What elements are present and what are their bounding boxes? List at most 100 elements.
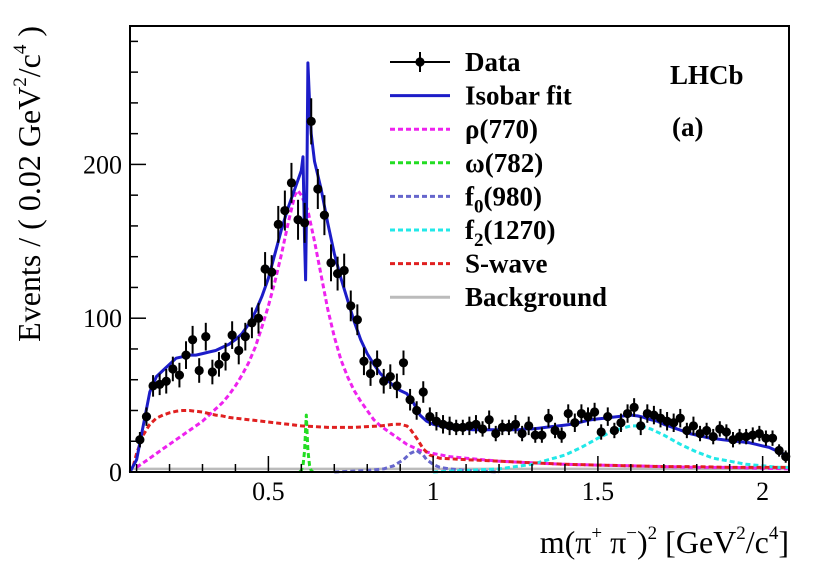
legend-data-marker — [415, 57, 425, 67]
data-point — [425, 412, 435, 422]
data-point — [734, 432, 745, 442]
data-point — [675, 413, 685, 423]
data-point — [181, 350, 191, 360]
data-point — [583, 412, 593, 422]
data-point — [286, 178, 297, 188]
data-point — [207, 367, 217, 377]
data-point — [379, 376, 389, 386]
data-point — [326, 258, 336, 268]
data-point — [201, 332, 211, 342]
data-point — [398, 358, 409, 368]
data-point — [596, 427, 606, 437]
data-point — [194, 365, 204, 376]
data-point — [721, 427, 731, 437]
y-tick-label: 100 — [83, 304, 122, 333]
data-point — [273, 219, 283, 229]
data-point — [622, 408, 633, 419]
data-point — [774, 445, 784, 456]
series-swave-line — [131, 409, 789, 469]
data-point — [688, 421, 699, 431]
data-point — [616, 418, 626, 428]
legend-background-label: Background — [465, 282, 607, 312]
data-point — [517, 428, 527, 439]
data-point — [418, 387, 428, 397]
data-point — [471, 419, 481, 429]
data-point — [570, 418, 580, 428]
data-point — [267, 267, 277, 277]
data-point — [135, 435, 145, 445]
x-axis-label: m(π+ π−)2 [GeV2/c4] — [540, 523, 789, 560]
data-point — [767, 433, 778, 443]
data-point — [161, 376, 171, 386]
axis-ticks: 0.5 1 1.5 2 0 100 200 — [83, 40, 769, 506]
data-point — [754, 428, 764, 439]
data-point — [405, 395, 415, 405]
data-point — [319, 210, 330, 220]
data-point — [609, 425, 619, 436]
data-point — [313, 184, 323, 194]
x-tick-label: 0.5 — [252, 477, 285, 506]
data-point — [510, 419, 521, 429]
data-point — [306, 116, 316, 126]
series-rho-line — [135, 189, 790, 471]
x-tick-label: 1.5 — [582, 477, 615, 506]
x-tick-label: 1 — [427, 477, 440, 506]
data-point — [234, 345, 244, 356]
data-point — [589, 407, 600, 417]
legend-f0-label: f0(980) — [465, 181, 542, 217]
data-point — [359, 356, 369, 366]
data-point — [524, 421, 534, 431]
data-point — [412, 405, 422, 416]
data-point — [708, 432, 718, 442]
legend-rho-label: ρ(770) — [465, 114, 538, 144]
data-point — [240, 332, 250, 342]
data-point — [702, 425, 712, 436]
data-point — [168, 364, 178, 374]
data-point — [141, 412, 152, 422]
data-point — [227, 330, 237, 340]
legend-f2-label: f2(1270) — [465, 215, 555, 251]
data-point — [477, 424, 488, 434]
data-point — [346, 301, 356, 311]
data-point — [530, 430, 540, 440]
data-point — [636, 421, 646, 431]
data-point — [392, 381, 402, 391]
data-point — [220, 352, 231, 362]
data-point — [537, 430, 547, 440]
data-point — [280, 205, 290, 216]
x-tick-label: 2 — [756, 477, 769, 506]
panel-label: (a) — [672, 112, 703, 142]
data-point — [451, 422, 461, 432]
data-point — [372, 358, 382, 368]
y-tick-label: 200 — [83, 150, 122, 179]
data-point — [557, 430, 567, 440]
data-point — [352, 315, 362, 325]
series-f0-line — [334, 449, 500, 474]
experiment-label: LHCb — [670, 60, 744, 90]
data-point — [484, 415, 494, 425]
y-axis-label: Events / ( 0.02 GeV2/c4 ) — [10, 26, 47, 342]
data-point — [550, 425, 560, 436]
data-point — [669, 418, 679, 428]
data-point — [761, 433, 771, 443]
data-point — [543, 413, 554, 423]
legend-omega-label: ω(782) — [465, 148, 543, 178]
data-point — [247, 318, 257, 328]
data-point — [253, 313, 264, 323]
data-point — [365, 368, 376, 379]
data-point — [300, 218, 310, 228]
data-point — [629, 402, 639, 413]
series-omega-line — [298, 413, 314, 474]
data-point — [174, 370, 185, 380]
data-point — [603, 412, 613, 422]
plot-frame — [129, 25, 790, 473]
data-point — [497, 422, 507, 432]
data-point — [491, 428, 501, 439]
data-point — [339, 265, 349, 276]
legend-swave-label: S-wave — [465, 249, 548, 279]
data-point — [385, 372, 395, 382]
legend-isobar-label: Isobar fit — [465, 81, 572, 111]
data-point — [188, 335, 198, 345]
